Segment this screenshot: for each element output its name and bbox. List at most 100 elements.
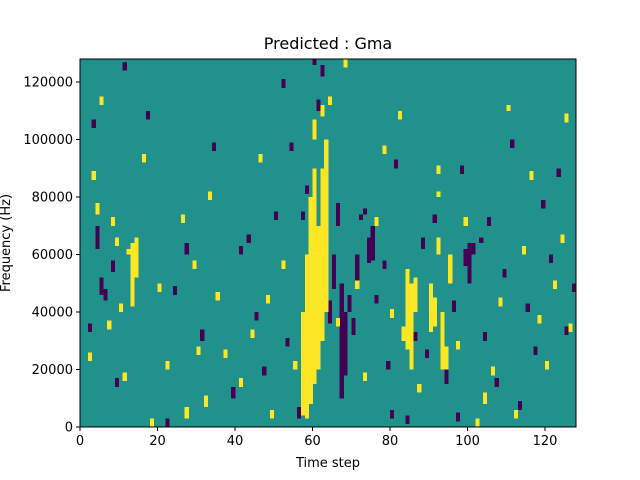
- heatmap-cell-high: [506, 105, 511, 111]
- heatmap-cell-low: [390, 409, 395, 419]
- heatmap-cell-high: [514, 409, 519, 419]
- heatmap-cell-low: [486, 217, 492, 226]
- y-tick-label: 20000: [32, 363, 73, 378]
- heatmap-cell-low: [262, 366, 267, 376]
- heatmap-cell-low: [444, 363, 449, 384]
- heatmap-cell-low: [211, 142, 216, 151]
- heatmap-cell-low: [87, 323, 92, 333]
- heatmap-cell-low: [452, 300, 457, 312]
- heatmap-cell-high: [300, 312, 306, 416]
- heatmap-cell-high: [475, 418, 480, 427]
- y-axis-label: Frequency (Hz): [0, 194, 14, 292]
- heatmap-cell-high: [463, 217, 468, 226]
- heatmap-cell-low: [297, 406, 302, 419]
- heatmap-cell-high: [192, 260, 197, 269]
- heatmap-cell-high: [417, 383, 422, 393]
- heatmap-cell-high: [320, 168, 325, 341]
- heatmap-cells: [80, 59, 577, 427]
- y-tick-label: 40000: [32, 306, 73, 321]
- heatmap-cell-high: [362, 372, 368, 381]
- heatmap-cell-high: [397, 110, 402, 120]
- heatmap-cell-low: [533, 346, 538, 356]
- heatmap-cell-high: [436, 191, 441, 197]
- heatmap-cell-low: [328, 300, 333, 324]
- heatmap-cell-high: [401, 326, 406, 341]
- heatmap-cell-low: [355, 254, 360, 284]
- heatmap-cell-high: [529, 171, 534, 180]
- heatmap-cell-high: [308, 197, 313, 404]
- heatmap-cell-high: [405, 268, 410, 350]
- heatmap-cell-high: [281, 260, 286, 269]
- heatmap-cell-high: [432, 297, 437, 327]
- heatmap-cell-low: [471, 243, 476, 255]
- heatmap-cell-high: [537, 314, 542, 324]
- x-tick-label: 80: [382, 434, 399, 449]
- heatmap-cell-low: [572, 283, 577, 292]
- heatmap-cell-high: [390, 309, 395, 318]
- heatmap-cell-low: [432, 214, 437, 223]
- x-axis-label: Time step: [295, 456, 360, 471]
- heatmap-cell-high: [266, 294, 271, 304]
- heatmap-cell-high: [560, 234, 565, 243]
- heatmap-cell-high: [250, 329, 255, 338]
- heatmap-cell-low: [95, 225, 100, 249]
- heatmap-cell-low: [386, 360, 391, 370]
- y-tick-label: 0: [65, 421, 73, 436]
- heatmap-cell-low: [548, 254, 554, 264]
- heatmap-cell-low: [331, 254, 337, 289]
- heatmap-cell-high: [552, 280, 557, 289]
- heatmap-cell-high: [324, 139, 329, 312]
- heatmap-cell-low: [463, 248, 468, 266]
- heatmap-cell-high: [409, 283, 414, 370]
- heatmap-cell-low: [312, 59, 317, 65]
- heatmap-cell-low: [502, 268, 507, 278]
- heatmap-cell-high: [91, 171, 96, 180]
- heatmap-cell-low: [517, 401, 523, 410]
- heatmap-cell-high: [444, 346, 449, 370]
- heatmap-cell-low: [165, 418, 170, 427]
- heatmap-cell-high: [180, 214, 185, 223]
- x-tick-label: 40: [227, 434, 244, 449]
- heatmap-cell-high: [118, 303, 123, 312]
- heatmap-cell-low: [273, 211, 278, 220]
- heatmap-cell-high: [165, 360, 170, 370]
- heatmap-cell-high: [126, 248, 131, 255]
- x-tick-label: 120: [533, 434, 558, 449]
- heatmap-cell-high: [448, 254, 453, 284]
- heatmap-cell-low: [238, 245, 244, 255]
- heatmap-cell-low: [467, 243, 472, 284]
- heatmap-cell-low: [122, 61, 127, 71]
- heatmap-cell-low: [413, 332, 418, 341]
- y-axis: 0 20000 40000 60000 80000 100000 120000: [23, 76, 80, 436]
- heatmap-cell-high: [258, 153, 263, 163]
- heatmap-cell-high: [545, 360, 550, 370]
- heatmap-cell-low: [564, 326, 569, 335]
- heatmap-cell-low: [455, 412, 461, 422]
- y-tick-label: 100000: [23, 133, 73, 148]
- heatmap-cell-high: [134, 237, 139, 278]
- heatmap-cell-low: [494, 378, 499, 387]
- heatmap-cell-high: [312, 119, 317, 140]
- heatmap-cell-low: [393, 159, 399, 169]
- heatmap-cell-high: [490, 366, 495, 376]
- heatmap-cell-low: [541, 199, 546, 209]
- heatmap-cell-low: [304, 185, 309, 195]
- heatmap-cell-low: [111, 260, 116, 272]
- heatmap-cell-high: [374, 217, 379, 226]
- heatmap-cell-low: [370, 225, 375, 261]
- heatmap-cell-low: [200, 329, 205, 341]
- heatmap-cell-high: [111, 217, 116, 226]
- heatmap-cell-high: [455, 340, 461, 350]
- heatmap-cell-high: [130, 243, 135, 307]
- heatmap-cell-low: [479, 237, 484, 243]
- heatmap-cell-low: [366, 237, 371, 264]
- x-axis: 0 20 40 60 80 100 120: [76, 427, 558, 449]
- heatmap-cell-low: [459, 165, 464, 174]
- heatmap-cell-low: [382, 260, 387, 269]
- heatmap-cell-low: [359, 214, 364, 220]
- heatmap-cell-high: [157, 283, 162, 292]
- heatmap-cell-high: [293, 360, 298, 370]
- heatmap-cell-high: [343, 59, 348, 68]
- heatmap-cell-high: [440, 312, 445, 370]
- heatmap-cell-high: [196, 346, 201, 356]
